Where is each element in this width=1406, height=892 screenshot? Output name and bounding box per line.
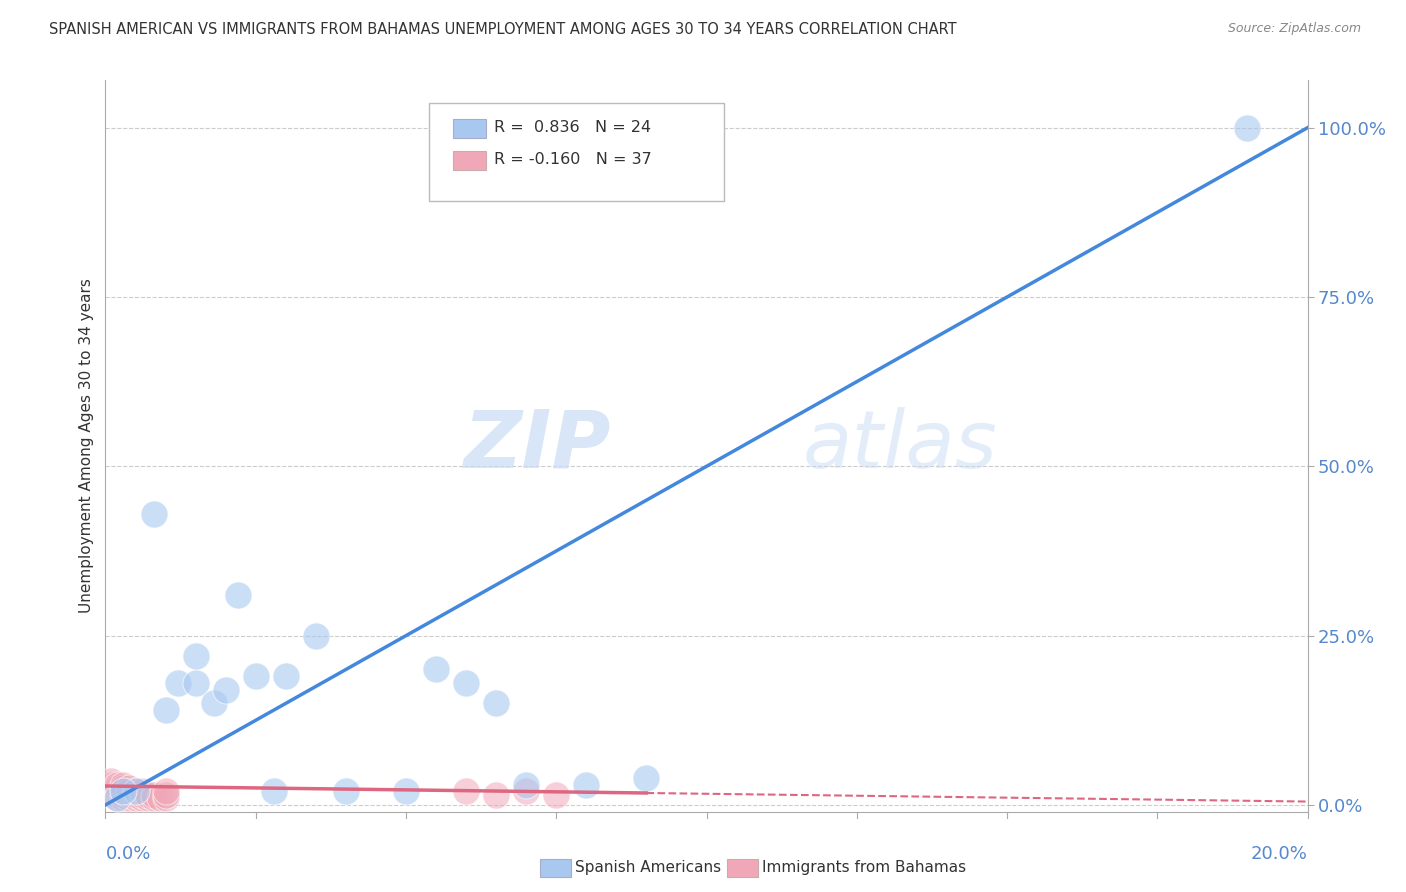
Point [575, 778, 598, 792]
Point [155, 784, 177, 798]
Point [100, 788, 122, 802]
Point [155, 788, 177, 802]
Point [107, 791, 129, 805]
Point [112, 784, 135, 798]
Point [142, 791, 165, 805]
Point [166, 676, 188, 690]
Point [546, 788, 568, 802]
Point [454, 784, 477, 798]
Point [131, 788, 153, 802]
Point [112, 780, 135, 795]
Point [155, 791, 177, 805]
Point [274, 669, 297, 683]
Point [263, 784, 285, 798]
Point [515, 784, 537, 798]
Text: SPANISH AMERICAN VS IMMIGRANTS FROM BAHAMAS UNEMPLOYMENT AMONG AGES 30 TO 34 YEA: SPANISH AMERICAN VS IMMIGRANTS FROM BAHA… [49, 22, 957, 37]
Text: R =  0.836   N = 24: R = 0.836 N = 24 [494, 120, 651, 135]
Point [395, 784, 418, 798]
Text: 20.0%: 20.0% [1251, 845, 1308, 863]
Point [112, 778, 135, 792]
Point [305, 629, 328, 643]
Point [131, 784, 153, 798]
Point [226, 588, 249, 602]
Point [136, 791, 159, 805]
Point [112, 791, 135, 805]
Point [100, 774, 122, 789]
Point [100, 780, 122, 795]
Text: 0.0%: 0.0% [105, 845, 150, 863]
Point [1236, 120, 1258, 135]
Point [124, 784, 146, 798]
Text: Spanish Americans: Spanish Americans [575, 860, 721, 874]
Point [148, 791, 170, 805]
Point [107, 788, 129, 802]
Text: R = -0.160   N = 37: R = -0.160 N = 37 [494, 153, 651, 167]
Point [155, 703, 177, 717]
Point [184, 648, 207, 663]
Point [112, 784, 135, 798]
Point [107, 791, 129, 805]
Point [485, 697, 508, 711]
Point [107, 780, 129, 795]
Point [107, 784, 129, 798]
Point [100, 784, 122, 798]
Point [118, 788, 141, 802]
Text: Source: ZipAtlas.com: Source: ZipAtlas.com [1227, 22, 1361, 36]
Point [107, 778, 129, 792]
Point [202, 697, 225, 711]
Point [100, 778, 122, 792]
Point [131, 791, 153, 805]
Point [245, 669, 267, 683]
Point [425, 663, 447, 677]
Point [112, 788, 135, 802]
Point [136, 788, 159, 802]
Point [335, 784, 357, 798]
Point [118, 784, 141, 798]
Point [118, 791, 141, 805]
Point [142, 788, 165, 802]
Y-axis label: Unemployment Among Ages 30 to 34 years: Unemployment Among Ages 30 to 34 years [79, 278, 94, 614]
Point [485, 788, 508, 802]
Point [124, 788, 146, 802]
Text: atlas: atlas [803, 407, 997, 485]
Point [142, 507, 165, 521]
Point [636, 771, 658, 785]
Text: Immigrants from Bahamas: Immigrants from Bahamas [762, 860, 966, 874]
Point [124, 791, 146, 805]
Point [184, 676, 207, 690]
Point [454, 676, 477, 690]
Point [124, 784, 146, 798]
Text: ZIP: ZIP [463, 407, 610, 485]
Point [515, 778, 537, 792]
Point [118, 780, 141, 795]
Point [214, 682, 236, 697]
